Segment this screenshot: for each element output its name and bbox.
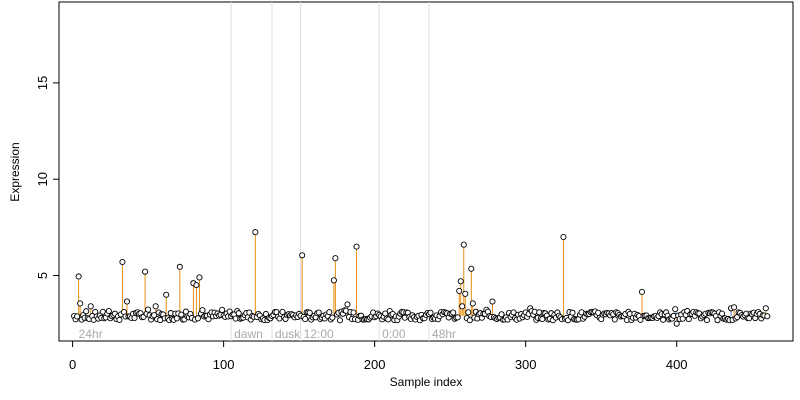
data-point <box>196 274 203 281</box>
data-point <box>344 301 351 308</box>
data-point <box>350 309 357 316</box>
data-point <box>151 312 158 319</box>
data-point <box>131 314 138 322</box>
data-point <box>465 309 472 316</box>
data-point <box>306 309 313 316</box>
data-point <box>83 308 90 315</box>
data-point <box>105 307 112 315</box>
data-point <box>459 303 466 310</box>
data-point <box>252 229 259 236</box>
data-point <box>87 303 94 310</box>
data-point <box>385 316 392 323</box>
data-point <box>450 309 457 316</box>
data-point <box>510 309 517 316</box>
plot-frame <box>58 1 794 342</box>
peak-stems <box>73 232 768 324</box>
phase-label: 0:00 <box>382 327 406 341</box>
data-point <box>679 315 686 322</box>
data-point <box>145 306 152 313</box>
data-point <box>498 311 505 318</box>
data-point <box>152 303 159 310</box>
data-point <box>329 314 336 321</box>
x-tick-label: 400 <box>666 357 688 372</box>
data-point <box>637 316 644 323</box>
phase-divider-lines <box>230 2 430 341</box>
data-point <box>427 309 434 316</box>
y-axis: 5 10 15 <box>35 76 59 279</box>
data-point <box>74 313 81 320</box>
data-point <box>163 291 170 298</box>
phase-label: 24hr <box>79 327 103 341</box>
data-point <box>672 306 679 313</box>
data-point <box>193 282 200 289</box>
phase-label: 12:00 <box>304 327 334 341</box>
y-tick-label: 5 <box>35 272 50 279</box>
data-point <box>454 314 461 321</box>
x-axis-title: Sample index <box>390 375 463 389</box>
data-point <box>468 265 475 272</box>
data-point <box>75 273 82 280</box>
x-tick-label: 100 <box>213 357 235 372</box>
data-point <box>703 317 710 324</box>
data-point <box>330 277 337 284</box>
y-tick-label: 15 <box>35 76 50 90</box>
data-point <box>77 300 84 307</box>
data-point <box>460 241 467 248</box>
x-tick-label: 0 <box>69 357 76 372</box>
data-point <box>173 315 180 322</box>
data-points <box>71 229 771 327</box>
data-point <box>673 320 680 327</box>
data-point <box>489 298 496 305</box>
data-point <box>116 316 123 323</box>
data-point <box>326 309 333 316</box>
data-point <box>714 317 721 324</box>
data-point <box>457 278 464 285</box>
y-tick-label: 10 <box>35 172 50 186</box>
phase-label: dawn <box>234 327 263 341</box>
data-point <box>569 309 576 316</box>
data-point <box>462 290 469 297</box>
data-point <box>638 288 646 295</box>
data-point <box>235 310 242 317</box>
data-point <box>219 306 226 313</box>
data-point <box>336 317 343 324</box>
data-point <box>731 304 738 311</box>
data-point <box>299 252 306 259</box>
data-point <box>302 316 309 323</box>
data-point <box>194 315 201 322</box>
data-point <box>279 308 286 315</box>
data-point <box>353 243 360 250</box>
phase-label: 48hr <box>432 327 456 341</box>
x-tick-label: 300 <box>515 357 537 372</box>
data-point <box>718 310 726 317</box>
phase-label: dusk <box>275 327 301 341</box>
data-point <box>611 316 618 323</box>
data-point <box>262 310 269 318</box>
data-point <box>315 309 322 316</box>
data-point <box>332 255 339 262</box>
x-tick-label: 200 <box>364 357 386 372</box>
data-point <box>123 298 131 305</box>
data-point <box>119 258 126 266</box>
data-point <box>199 307 206 314</box>
x-axis: 0 100 200 300 400 <box>69 341 688 372</box>
data-point <box>660 316 667 323</box>
data-point <box>469 300 476 307</box>
data-point <box>466 317 473 324</box>
data-point <box>762 305 769 312</box>
data-point <box>764 313 771 320</box>
data-point <box>456 287 463 294</box>
data-point <box>560 233 567 241</box>
y-axis-title: Expression <box>8 142 22 201</box>
data-point <box>539 316 546 323</box>
data-point <box>176 263 183 270</box>
phase-labels: 24hr dawn dusk 12:00 0:00 48hr <box>79 327 456 341</box>
data-point <box>142 268 149 275</box>
